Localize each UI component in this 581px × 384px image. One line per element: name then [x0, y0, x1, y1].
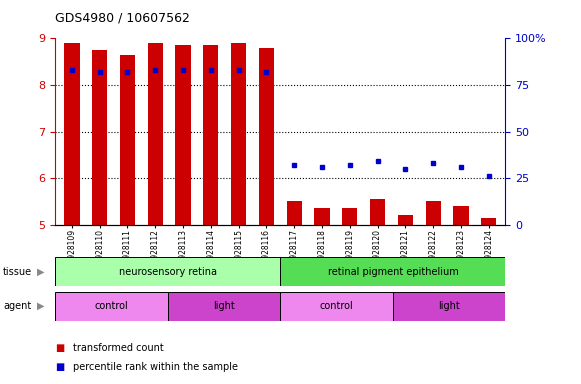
Bar	[168, 292, 280, 321]
Text: transformed count: transformed count	[73, 343, 163, 353]
Text: control: control	[320, 301, 353, 311]
Bar	[175, 45, 191, 225]
Bar	[481, 218, 496, 225]
Bar	[453, 206, 469, 225]
Bar	[231, 43, 246, 225]
Text: ▶: ▶	[37, 266, 44, 277]
Text: ▶: ▶	[37, 301, 44, 311]
Text: light: light	[438, 301, 460, 311]
Text: ■: ■	[55, 362, 64, 372]
Bar	[148, 43, 163, 225]
Bar	[280, 257, 505, 286]
Text: tissue: tissue	[3, 266, 32, 277]
Text: percentile rank within the sample: percentile rank within the sample	[73, 362, 238, 372]
Text: agent: agent	[3, 301, 31, 311]
Text: GDS4980 / 10607562: GDS4980 / 10607562	[55, 12, 190, 25]
Text: ■: ■	[55, 343, 64, 353]
Bar	[393, 292, 505, 321]
Bar	[203, 45, 218, 225]
Text: control: control	[95, 301, 128, 311]
Bar	[286, 201, 302, 225]
Bar	[342, 209, 357, 225]
Bar	[55, 257, 280, 286]
Text: retinal pigment epithelium: retinal pigment epithelium	[328, 266, 458, 277]
Text: neurosensory retina: neurosensory retina	[119, 266, 217, 277]
Bar	[398, 215, 413, 225]
Bar	[92, 50, 107, 225]
Text: light: light	[213, 301, 235, 311]
Bar	[425, 201, 441, 225]
Bar	[64, 43, 80, 225]
Bar	[314, 209, 329, 225]
Bar	[120, 55, 135, 225]
Bar	[370, 199, 385, 225]
Bar	[55, 292, 168, 321]
Bar	[280, 292, 393, 321]
Bar	[259, 48, 274, 225]
